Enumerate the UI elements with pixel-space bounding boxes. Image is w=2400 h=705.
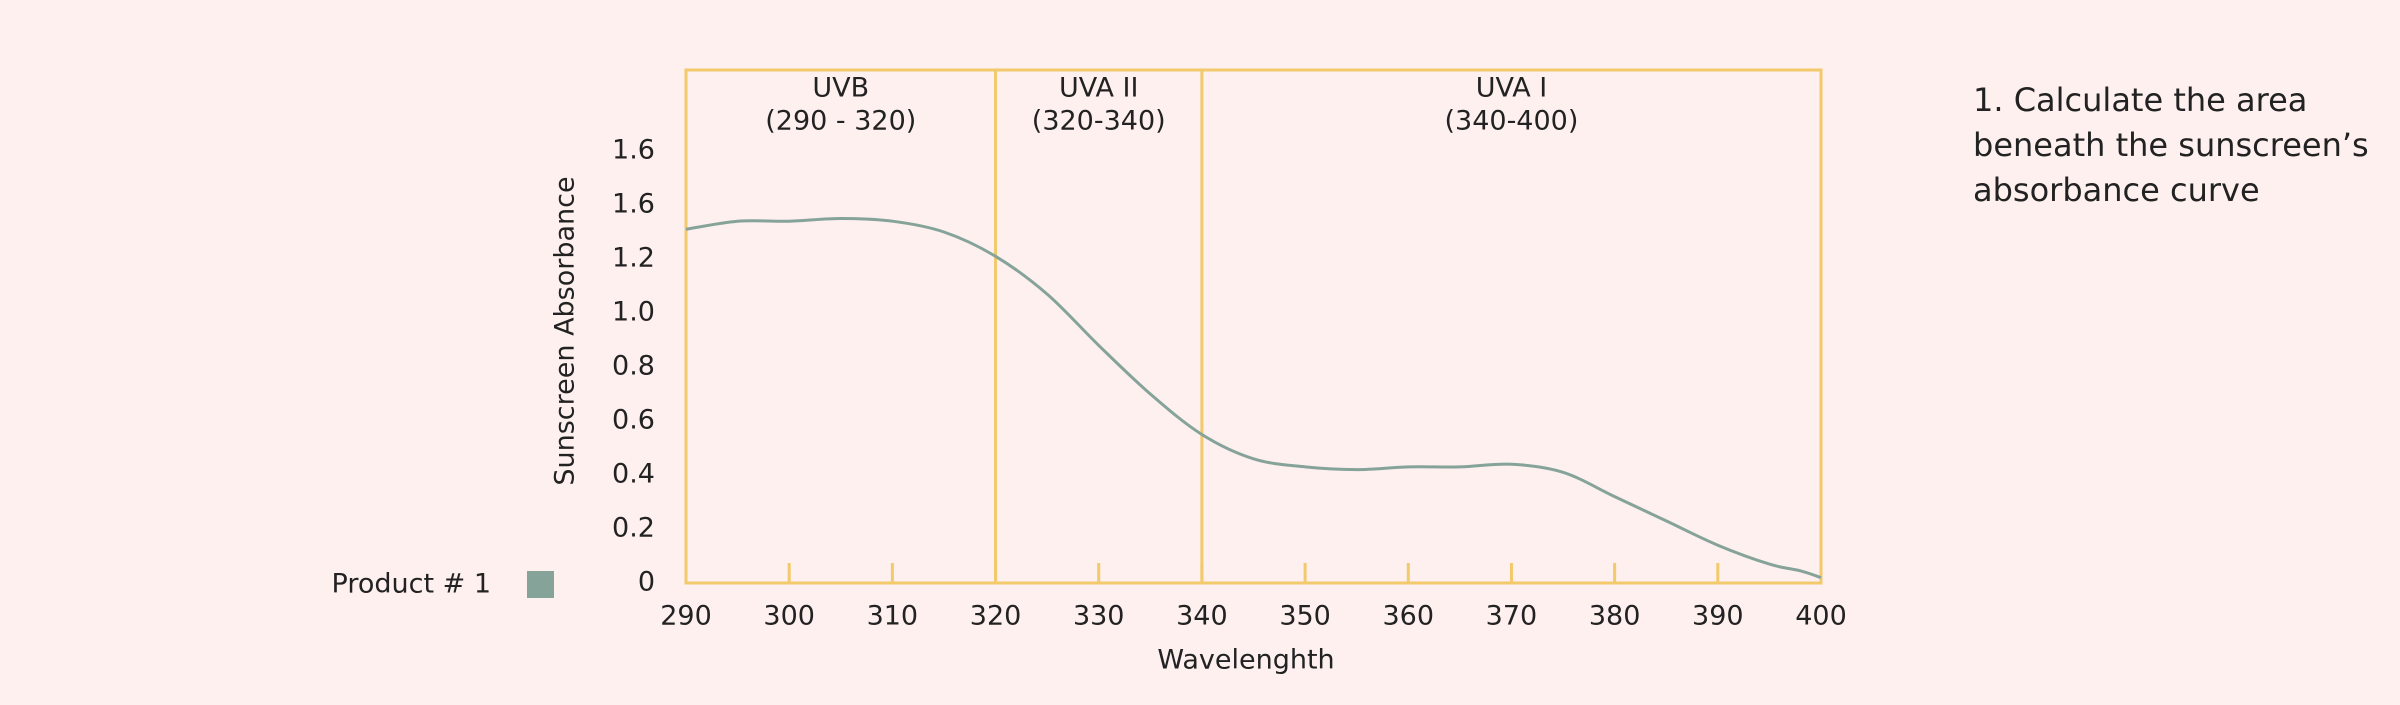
region-range: (340-400): [1445, 106, 1579, 137]
y-tick-label: 1.2: [612, 243, 655, 274]
x-tick-label: 360: [1382, 601, 1434, 632]
y-tick-label: 0.8: [612, 351, 655, 382]
y-tick-label: 0: [638, 567, 655, 598]
y-axis-label: Sunscreen Absorbance: [550, 176, 581, 485]
region-range: (290 - 320): [765, 106, 916, 137]
x-tick-label: 320: [970, 601, 1022, 632]
y-tick-label: 1.0: [612, 297, 655, 328]
x-tick-label: 390: [1692, 601, 1744, 632]
x-tick-label: 300: [763, 601, 815, 632]
series-line: [685, 216, 1822, 580]
x-tick-label: 400: [1795, 601, 1847, 632]
region-name: UVB: [812, 73, 869, 104]
plot-frame: [684, 68, 1823, 585]
x-axis-label: Wavelenghth: [1157, 645, 1334, 676]
legend-swatch: [527, 571, 554, 598]
y-tick-label: 1.6: [612, 189, 655, 220]
legend-label: Product # 1: [332, 569, 491, 600]
y-tick-label: 1.6: [612, 135, 655, 166]
x-tick-label: 330: [1073, 601, 1125, 632]
y-tick-label: 0.2: [612, 513, 655, 544]
region-range: (320-340): [1032, 106, 1166, 137]
instruction: 1. Calculate the area beneath the sunscr…: [1973, 81, 2369, 209]
y-tick-label: 0.4: [612, 459, 655, 490]
y-tick-label: 0.6: [612, 405, 655, 436]
region-name: UVA II: [1059, 73, 1138, 104]
x-tick-label: 290: [660, 601, 712, 632]
x-tick-label: 310: [867, 601, 919, 632]
x-tick-label: 340: [1176, 601, 1228, 632]
x-tick-label: 370: [1486, 601, 1538, 632]
x-tick-label: 380: [1589, 601, 1641, 632]
region-name: UVA I: [1476, 73, 1548, 104]
x-tick-label: 350: [1279, 601, 1331, 632]
